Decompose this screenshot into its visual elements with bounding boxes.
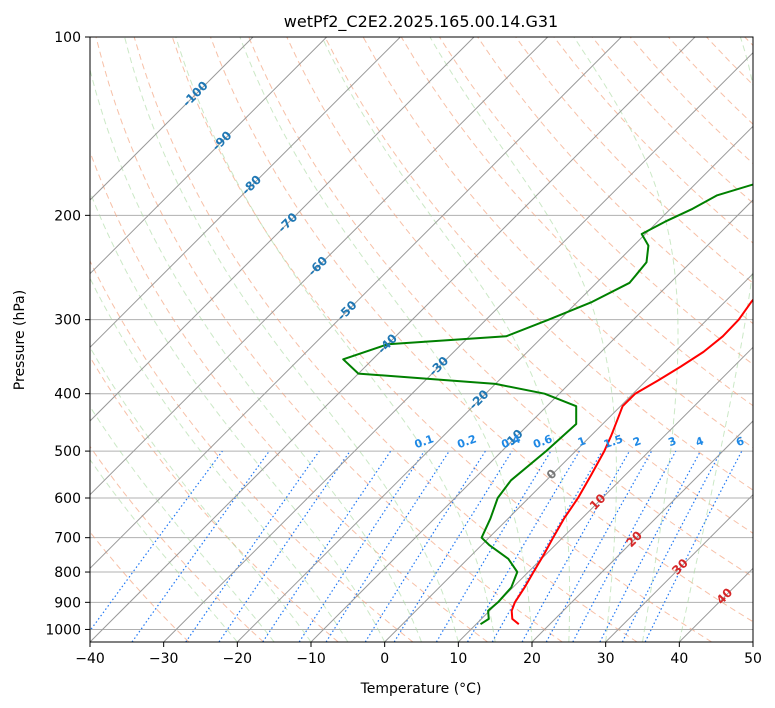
x-tick-label: 10 <box>449 651 467 667</box>
isotherm <box>90 37 475 422</box>
mixing-ratio-line <box>90 450 223 632</box>
y-tick-label: 600 <box>54 491 81 507</box>
dry-adiabat <box>90 445 264 642</box>
dry-adiabat <box>171 37 712 642</box>
temperature-line <box>510 298 753 625</box>
dry-adiabat <box>210 37 753 623</box>
moist-adiabat <box>90 346 312 642</box>
moist-adiabat <box>124 37 459 642</box>
mixing-ratio-line <box>325 450 450 642</box>
mixing-ratio-lines <box>90 450 743 642</box>
mixing-ratio-line <box>521 450 631 642</box>
mixing-ratio-label: 4 <box>694 434 706 449</box>
moist-adiabat <box>90 277 349 642</box>
x-tick-label: −20 <box>223 651 253 667</box>
mixing-ratio-label: 1 <box>576 434 588 449</box>
y-tick-label: 100 <box>54 30 81 46</box>
isotherm <box>90 37 401 349</box>
moist-adiabats <box>90 37 753 642</box>
plot-frame <box>89 36 754 643</box>
x-tick-label: 20 <box>523 651 541 667</box>
y-axis-label: Pressure (hPa) <box>12 290 28 390</box>
isotherm <box>605 493 753 642</box>
moist-adiabat <box>90 67 422 642</box>
plot-area: -100-90-80-70-60-50-40-30-20-10010203040… <box>90 37 753 642</box>
mixing-ratio-label: 2 <box>631 434 643 449</box>
dry-adiabat <box>515 37 753 284</box>
dry-adiabat <box>90 259 414 642</box>
y-tick-label: 200 <box>54 208 81 224</box>
moist-adiabat <box>90 405 275 642</box>
moist-adiabat <box>90 190 386 642</box>
y-tick-label: 300 <box>54 313 81 329</box>
y-axis-ticks: 100 200 300 400 500 600 700 800 900 1000 <box>45 30 90 638</box>
dry-adiabat <box>248 37 753 578</box>
isotherm <box>90 37 549 496</box>
dry-adiabat <box>133 37 638 642</box>
moist-adiabat <box>239 37 533 642</box>
isotherm <box>90 37 328 275</box>
mixing-ratio-line <box>218 450 351 642</box>
dewpoint-line <box>342 183 753 626</box>
isotherm <box>90 37 254 201</box>
isotherm <box>90 37 622 570</box>
moist-adiabat <box>429 37 617 642</box>
x-tick-label: −40 <box>75 651 105 667</box>
mixing-ratio-line <box>572 450 677 642</box>
dry-adiabats <box>90 37 753 642</box>
isotherms <box>90 37 753 642</box>
isotherm <box>531 420 753 642</box>
x-tick-label: 40 <box>670 651 688 667</box>
y-tick-label: 700 <box>54 531 81 547</box>
mixing-ratio-line <box>644 450 743 642</box>
mixing-ratio-label: 6 <box>734 434 746 449</box>
y-tick-label: 400 <box>54 387 81 403</box>
x-tick-label: 50 <box>744 651 762 667</box>
dry-adiabat <box>95 37 563 642</box>
mixing-ratio-line <box>298 450 425 642</box>
mixing-ratio-line <box>185 450 320 642</box>
mixing-ratio-line <box>545 450 653 642</box>
sounding-series <box>342 183 753 626</box>
moist-adiabat <box>573 37 679 642</box>
dry-adiabat <box>90 356 339 642</box>
mixing-ratio-labels: 0.10.20.40.611.52346810131620253036 <box>413 432 747 451</box>
moist-adiabat <box>175 37 496 642</box>
mixing-ratio-line <box>262 450 392 642</box>
chart-title: wetPf2_C2E2.2025.165.00.14.G31 <box>284 12 558 32</box>
isotherm <box>457 346 753 642</box>
mixing-ratio-line <box>393 450 513 642</box>
isotherm <box>310 199 753 642</box>
x-tick-label: 0 <box>380 651 389 667</box>
y-tick-label: 500 <box>54 444 81 460</box>
x-tick-label: 30 <box>597 651 615 667</box>
dry-adiabat <box>324 37 753 491</box>
x-tick-label: −10 <box>296 651 326 667</box>
moist-adiabat <box>678 37 753 642</box>
y-tick-label: 1000 <box>45 622 81 638</box>
mixing-ratio-label: 0.6 <box>531 432 554 451</box>
mixing-ratio-label: 0.2 <box>455 432 478 451</box>
mixing-ratio-label: 0.1 <box>413 432 436 451</box>
x-axis-ticks: −40 −30 −20 −10 0 10 20 30 40 50 <box>75 642 762 667</box>
moist-adiabat <box>90 458 238 642</box>
mixing-ratio-label: 0.4 <box>500 432 523 451</box>
dry-adiabat <box>286 37 753 534</box>
mixing-ratio-line <box>131 450 270 642</box>
moist-adiabat <box>321 37 571 642</box>
isotherm <box>90 37 696 642</box>
isotherm <box>236 125 753 642</box>
y-tick-label: 900 <box>54 595 81 611</box>
x-axis-label: Temperature (°C) <box>360 681 482 697</box>
mixing-ratio-label: 3 <box>667 434 679 449</box>
x-tick-label: −30 <box>149 651 179 667</box>
mixing-ratio-label: 1.5 <box>602 432 625 451</box>
y-tick-label: 800 <box>54 565 81 581</box>
